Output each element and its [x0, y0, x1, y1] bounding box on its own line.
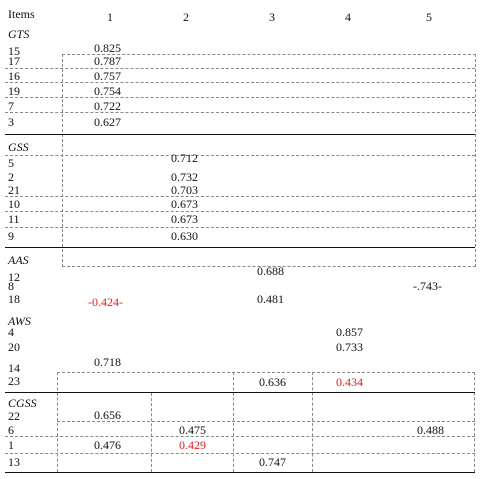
- col-rule: [151, 393, 152, 472]
- item-label: 19: [8, 84, 20, 98]
- header-col-2: 2: [183, 10, 189, 24]
- loading-value: 0.857: [336, 325, 363, 339]
- loading-value: 0.475: [179, 423, 206, 437]
- loading-value: 0.673: [171, 197, 198, 211]
- loading-value: -.743-: [413, 279, 442, 293]
- section-rule: [5, 392, 475, 393]
- item-label: 10: [8, 197, 20, 211]
- row-rule: [5, 453, 475, 454]
- item-label: 15: [8, 44, 20, 58]
- group-label-cgss: CGSS: [8, 396, 37, 410]
- loading-value: 0.688: [257, 264, 284, 278]
- group-label-aws: AWS: [8, 314, 31, 328]
- group-label-aas: AAS: [8, 253, 29, 267]
- item-label: 21: [8, 183, 20, 197]
- loading-value: 0.754: [94, 84, 121, 98]
- item-label: 23: [8, 374, 20, 388]
- row-rule: [5, 196, 475, 197]
- loading-value: 0.656: [94, 408, 121, 422]
- loading-value: 0.787: [94, 54, 121, 68]
- section-rule: [5, 134, 475, 135]
- loading-value: 0.636: [259, 375, 286, 389]
- item-label: 22: [8, 409, 20, 423]
- header-items: Items: [8, 7, 35, 21]
- item-label: 14: [8, 361, 20, 375]
- row-rule: [5, 68, 475, 69]
- header-col-3: 3: [269, 10, 275, 24]
- row-rule: [5, 436, 475, 437]
- group-label-gss: GSS: [8, 140, 29, 154]
- loading-value-highlighted: -0.424-: [88, 295, 123, 309]
- loading-value: 0.481: [257, 292, 284, 306]
- col-rule: [233, 372, 234, 472]
- loading-value: 0.747: [259, 455, 286, 469]
- item-label: 5: [8, 156, 14, 170]
- item-label: 2: [8, 170, 14, 184]
- loading-value: 0.627: [94, 115, 121, 129]
- item-label: 4: [8, 325, 14, 339]
- item-label: 8: [8, 279, 14, 293]
- group-label-gts: GTS: [8, 27, 30, 41]
- row-rule: [57, 372, 475, 373]
- item-label: 1: [8, 438, 14, 452]
- col-rule: [474, 372, 475, 472]
- loading-value: 0.718: [94, 355, 121, 369]
- row-rule: [5, 155, 475, 156]
- header-col-5: 5: [426, 10, 432, 24]
- loading-value: 0.732: [171, 170, 198, 184]
- section-rule: [5, 247, 475, 248]
- row-rule: [5, 82, 475, 83]
- item-label: 7: [8, 99, 14, 113]
- loading-value: 0.825: [94, 41, 121, 55]
- loading-value-highlighted: 0.429: [179, 438, 206, 452]
- row-rule: [57, 421, 475, 422]
- row-rule: [5, 97, 475, 98]
- col-rule: [312, 372, 313, 472]
- loading-value: 0.476: [94, 438, 121, 452]
- loading-value: 0.703: [171, 183, 198, 197]
- row-rule: [5, 112, 475, 113]
- table-bottom-rule: [5, 472, 475, 473]
- loading-value-highlighted: 0.434: [336, 375, 363, 389]
- row-rule: [5, 211, 475, 212]
- item-label: 9: [8, 229, 14, 243]
- item-label: 3: [8, 115, 14, 129]
- header-col-4: 4: [345, 10, 351, 24]
- loading-value: 0.488: [417, 423, 444, 437]
- item-label: 20: [8, 340, 20, 354]
- item-label: 13: [8, 455, 20, 469]
- loading-value: 0.757: [94, 69, 121, 83]
- col-rule: [57, 372, 58, 472]
- loading-value: 0.712: [171, 151, 198, 165]
- row-rule: [5, 227, 475, 228]
- loading-value: 0.733: [336, 340, 363, 354]
- item-label: 12: [8, 270, 20, 284]
- item-label: 18: [8, 292, 20, 306]
- loading-value: 0.722: [94, 99, 121, 113]
- item-label: 17: [8, 54, 20, 68]
- dashed-frame-upper: [62, 54, 476, 267]
- item-label: 11: [8, 212, 20, 226]
- item-label: 6: [8, 423, 14, 437]
- loading-value: 0.673: [171, 212, 198, 226]
- loading-value: 0.630: [171, 229, 198, 243]
- header-col-1: 1: [107, 10, 113, 24]
- item-label: 16: [8, 69, 20, 83]
